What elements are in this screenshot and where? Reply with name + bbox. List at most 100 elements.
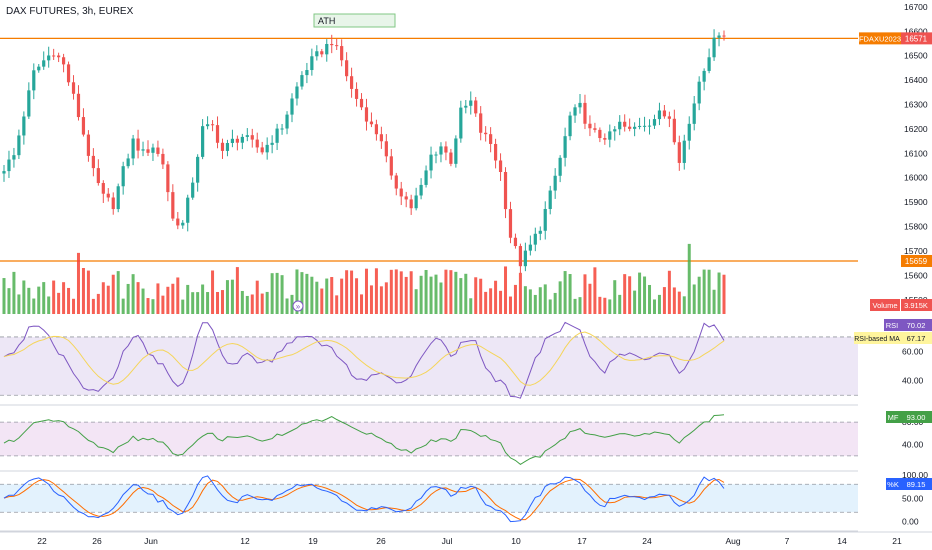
candle[interactable]: [210, 120, 215, 132]
candle[interactable]: [489, 127, 493, 153]
candle[interactable]: [613, 126, 617, 141]
candle[interactable]: [305, 62, 309, 84]
candle[interactable]: [424, 165, 428, 188]
candle[interactable]: [578, 93, 582, 114]
candle[interactable]: [404, 191, 408, 208]
candle[interactable]: [161, 148, 165, 170]
candle[interactable]: [697, 76, 701, 111]
candle[interactable]: [300, 71, 304, 90]
candle[interactable]: [86, 130, 91, 162]
candle[interactable]: [47, 46, 51, 68]
candle[interactable]: [176, 211, 180, 230]
candle[interactable]: [151, 143, 155, 162]
candle[interactable]: [419, 178, 423, 200]
candle[interactable]: [335, 38, 339, 51]
candle[interactable]: [156, 140, 160, 157]
candle[interactable]: [384, 134, 388, 163]
candle[interactable]: [205, 116, 210, 130]
candle[interactable]: [76, 85, 81, 121]
candle[interactable]: [131, 134, 135, 166]
candle[interactable]: [215, 116, 220, 149]
candle[interactable]: [285, 111, 289, 135]
candle[interactable]: [598, 127, 602, 143]
candle[interactable]: [141, 141, 145, 157]
candle[interactable]: [637, 117, 642, 130]
candle[interactable]: [593, 122, 597, 133]
collapse-icon-circle[interactable]: [292, 300, 304, 312]
candle[interactable]: [17, 129, 21, 159]
candle[interactable]: [528, 235, 532, 256]
candle[interactable]: [270, 135, 274, 154]
candle[interactable]: [27, 82, 31, 119]
candle[interactable]: [444, 141, 448, 161]
candle[interactable]: [469, 91, 473, 115]
candle[interactable]: [533, 227, 537, 252]
candle[interactable]: [225, 139, 230, 157]
candle[interactable]: [513, 233, 518, 249]
candle[interactable]: [12, 147, 16, 168]
candle[interactable]: [136, 129, 140, 159]
candle[interactable]: [677, 135, 681, 171]
candle[interactable]: [484, 126, 488, 142]
candle[interactable]: [280, 123, 284, 135]
candle[interactable]: [61, 53, 66, 73]
candle[interactable]: [459, 100, 463, 143]
candle[interactable]: [707, 48, 711, 74]
candle[interactable]: [106, 188, 110, 202]
candle[interactable]: [2, 165, 6, 182]
candle[interactable]: [245, 128, 249, 142]
candle[interactable]: [717, 32, 721, 47]
candle[interactable]: [628, 118, 632, 132]
candle[interactable]: [647, 119, 652, 135]
candle[interactable]: [240, 133, 244, 150]
candle[interactable]: [166, 161, 170, 202]
candle[interactable]: [354, 82, 359, 107]
candle[interactable]: [657, 102, 662, 126]
candle[interactable]: [652, 114, 657, 129]
candle[interactable]: [543, 201, 547, 240]
candle[interactable]: [374, 119, 379, 141]
candle[interactable]: [633, 122, 637, 137]
candle[interactable]: [523, 242, 527, 272]
candle[interactable]: [518, 243, 523, 273]
candle[interactable]: [588, 115, 592, 137]
candle[interactable]: [57, 52, 61, 63]
candle[interactable]: [474, 96, 478, 117]
candle[interactable]: [498, 153, 503, 181]
candle[interactable]: [364, 98, 369, 131]
candle[interactable]: [230, 129, 235, 148]
ath-annotation[interactable]: ATH: [313, 13, 396, 28]
candle[interactable]: [250, 128, 254, 148]
candle[interactable]: [662, 105, 667, 119]
candle[interactable]: [548, 185, 552, 215]
candle[interactable]: [558, 155, 562, 183]
candle[interactable]: [573, 104, 577, 123]
candle[interactable]: [454, 135, 458, 168]
collapse-icon[interactable]: »: [292, 300, 304, 312]
candle[interactable]: [464, 99, 468, 114]
candle[interactable]: [369, 112, 374, 128]
candle[interactable]: [22, 111, 26, 145]
candle[interactable]: [220, 138, 225, 159]
candle[interactable]: [7, 150, 11, 178]
candle[interactable]: [310, 48, 314, 76]
candle[interactable]: [340, 39, 344, 67]
candle[interactable]: [126, 153, 130, 169]
candle[interactable]: [146, 140, 150, 156]
candle[interactable]: [682, 134, 686, 170]
candle[interactable]: [201, 119, 205, 160]
candle[interactable]: [275, 123, 279, 150]
candle[interactable]: [116, 183, 120, 213]
candle[interactable]: [295, 82, 299, 106]
candle[interactable]: [186, 194, 190, 232]
candle[interactable]: [672, 109, 676, 145]
candle[interactable]: [345, 52, 349, 82]
candle[interactable]: [583, 94, 587, 130]
price-pane[interactable]: [0, 29, 858, 273]
candle[interactable]: [330, 34, 334, 54]
candle[interactable]: [449, 148, 453, 167]
candle[interactable]: [265, 137, 269, 160]
candle[interactable]: [563, 127, 567, 167]
candle[interactable]: [389, 148, 393, 180]
